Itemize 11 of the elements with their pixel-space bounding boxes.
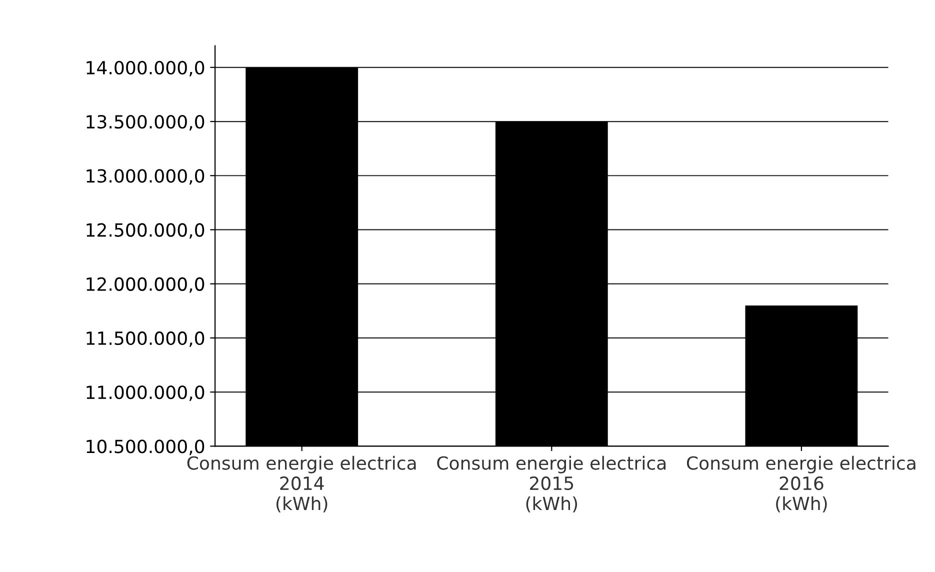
y-tick-label: 10.500.000,0 — [86, 440, 204, 456]
x-tick-label: Consum energie electrica 2016 (kWh) — [686, 456, 916, 512]
y-tick-label: 13.000.000,0 — [86, 169, 204, 185]
y-tick-label: 13.500.000,0 — [86, 114, 204, 130]
x-tick-label: Consum energie electrica 2015 (kWh) — [437, 456, 666, 512]
y-tick-label: 12.000.000,0 — [86, 277, 204, 293]
y-tick-label: 14.000.000,0 — [86, 60, 204, 76]
y-tick-label: 11.000.000,0 — [86, 386, 204, 402]
x-tick-label: Consum energie electrica 2014 (kWh) — [187, 456, 416, 512]
y-tick-label: 12.500.000,0 — [86, 223, 204, 239]
y-tick-label: 11.500.000,0 — [86, 331, 204, 347]
